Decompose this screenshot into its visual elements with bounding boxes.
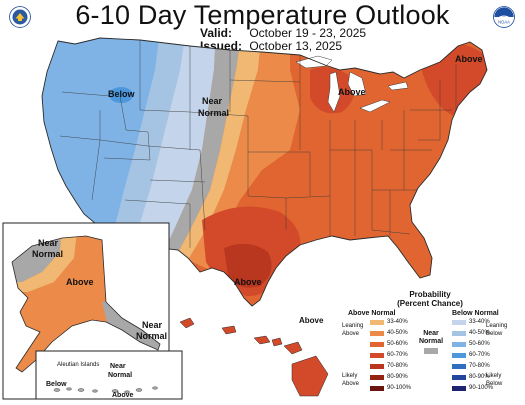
above-40-region bbox=[188, 38, 300, 270]
valid-dates: October 19 - 23, 2025 bbox=[249, 26, 367, 40]
legend-above-range-3: 60-70% bbox=[387, 352, 408, 358]
legend-below-range-6: 90-100% bbox=[469, 385, 494, 391]
valid-row: Valid: October 19 - 23, 2025 bbox=[200, 27, 366, 40]
legend-below-range-1: 40-50% bbox=[469, 330, 490, 336]
legend-below-swatch-4 bbox=[452, 364, 466, 369]
legend-below-swatch-3 bbox=[452, 353, 466, 358]
legend-above-swatch-6 bbox=[370, 386, 384, 391]
label-aleutian-below: Below bbox=[46, 381, 67, 388]
valid-label: Valid: bbox=[200, 26, 233, 40]
issued-row: Issued: October 13, 2025 bbox=[200, 40, 366, 53]
legend-below-range-3: 60-70% bbox=[469, 352, 490, 358]
alaska-above-33 bbox=[12, 236, 78, 292]
label-great-lakes-above: Above bbox=[338, 87, 366, 97]
legend-below-range-2: 50-60% bbox=[469, 341, 490, 347]
state-borders bbox=[59, 40, 457, 248]
aleutian-inset: Aleutian Islands Below Near Normal Above bbox=[35, 350, 183, 400]
label-texas-above: Above bbox=[234, 277, 262, 287]
legend-title: Probability bbox=[409, 290, 451, 299]
label-alaska-se-near-1: Near bbox=[142, 320, 163, 330]
lake-michigan bbox=[327, 71, 341, 113]
legend-above-swatch-2 bbox=[370, 342, 384, 347]
legend-near-title: Near Normal bbox=[418, 330, 444, 345]
below-60-core bbox=[109, 87, 133, 103]
legend-likely-above: Likely Above bbox=[342, 373, 360, 387]
legend-near-swatch bbox=[424, 348, 438, 354]
hawaii-islands bbox=[179, 317, 329, 397]
label-aleutian-near-1: Near bbox=[110, 363, 126, 370]
legend-likely-below: Likely Below bbox=[486, 373, 503, 387]
legend-below-range-4: 70-80% bbox=[469, 363, 490, 369]
label-alaska-above: Above bbox=[66, 277, 94, 287]
legend-below-range-0: 33-40% bbox=[469, 319, 490, 325]
legend-above-swatch-0 bbox=[370, 320, 384, 325]
legend-below-swatch-2 bbox=[452, 342, 466, 347]
label-west-below: Below bbox=[108, 89, 136, 99]
date-block: Valid: October 19 - 23, 2025 Issued: Oct… bbox=[200, 27, 366, 53]
hawaii-inset: Above bbox=[179, 316, 329, 397]
legend-above-range-0: 33-40% bbox=[387, 319, 408, 325]
label-alaska-near-1: Near bbox=[38, 238, 59, 248]
near-normal-region bbox=[160, 38, 242, 260]
issued-date: October 13, 2025 bbox=[249, 39, 343, 53]
legend-below-swatch-5 bbox=[452, 375, 466, 380]
noaa-logo-text: NOAA bbox=[498, 19, 510, 24]
legend-above-range-6: 90-100% bbox=[387, 385, 412, 391]
lake-erie bbox=[359, 99, 391, 113]
legend-above-range-1: 40-50% bbox=[387, 330, 408, 336]
legend-above-title: Above Normal bbox=[348, 310, 396, 317]
alaska-outline bbox=[11, 235, 161, 373]
label-aleutian-islands: Aleutian Islands bbox=[57, 362, 99, 368]
label-northeast-above: Above bbox=[455, 54, 483, 64]
label-central-near-normal-1: Near bbox=[202, 96, 223, 106]
alaska-inset: Near Normal Above Near Normal bbox=[2, 222, 170, 400]
lake-superior bbox=[295, 55, 333, 69]
legend-above-swatch-3 bbox=[370, 353, 384, 358]
label-aleutian-above: Above bbox=[112, 392, 134, 399]
probability-legend: Probability (Percent Chance) Above Norma… bbox=[340, 290, 520, 402]
label-alaska-se-near-2: Normal bbox=[136, 331, 167, 341]
lake-ontario bbox=[387, 81, 409, 91]
legend-leaning-above: Leaning Above bbox=[342, 323, 364, 337]
label-hawaii-above: Above bbox=[299, 316, 324, 325]
label-alaska-near-2: Normal bbox=[32, 249, 63, 259]
legend-above-swatch-4 bbox=[370, 364, 384, 369]
aleutian-islands bbox=[53, 386, 158, 394]
legend-above-range-4: 70-80% bbox=[387, 363, 408, 369]
map-title: 6-10 Day Temperature Outlook bbox=[75, 0, 450, 30]
lake-huron bbox=[347, 71, 367, 97]
above-33-region bbox=[174, 38, 262, 260]
legend-below-swatch-0 bbox=[452, 320, 466, 325]
label-aleutian-near-2: Normal bbox=[108, 372, 132, 379]
legend-below-swatch-6 bbox=[452, 386, 466, 391]
legend-above-swatch-5 bbox=[370, 375, 384, 380]
legend-below-title: Below Normal bbox=[452, 310, 499, 317]
legend-above-range-5: 80-90% bbox=[387, 374, 408, 380]
legend-below-range-5: 80-90% bbox=[469, 374, 490, 380]
noaa-logo-icon: NOAA bbox=[493, 6, 515, 28]
legend-above-swatch-1 bbox=[370, 331, 384, 336]
aleutian-frame bbox=[35, 350, 183, 400]
legend-below-swatch-1 bbox=[452, 331, 466, 336]
above-70-texas bbox=[224, 243, 272, 288]
label-central-near-normal-2: Normal bbox=[198, 108, 229, 118]
department-of-commerce-seal-icon bbox=[9, 6, 31, 28]
legend-above-range-2: 50-60% bbox=[387, 341, 408, 347]
legend-subtitle: (Percent Chance) bbox=[397, 299, 463, 308]
legend-leaning-below: Leaning Below bbox=[486, 323, 508, 337]
